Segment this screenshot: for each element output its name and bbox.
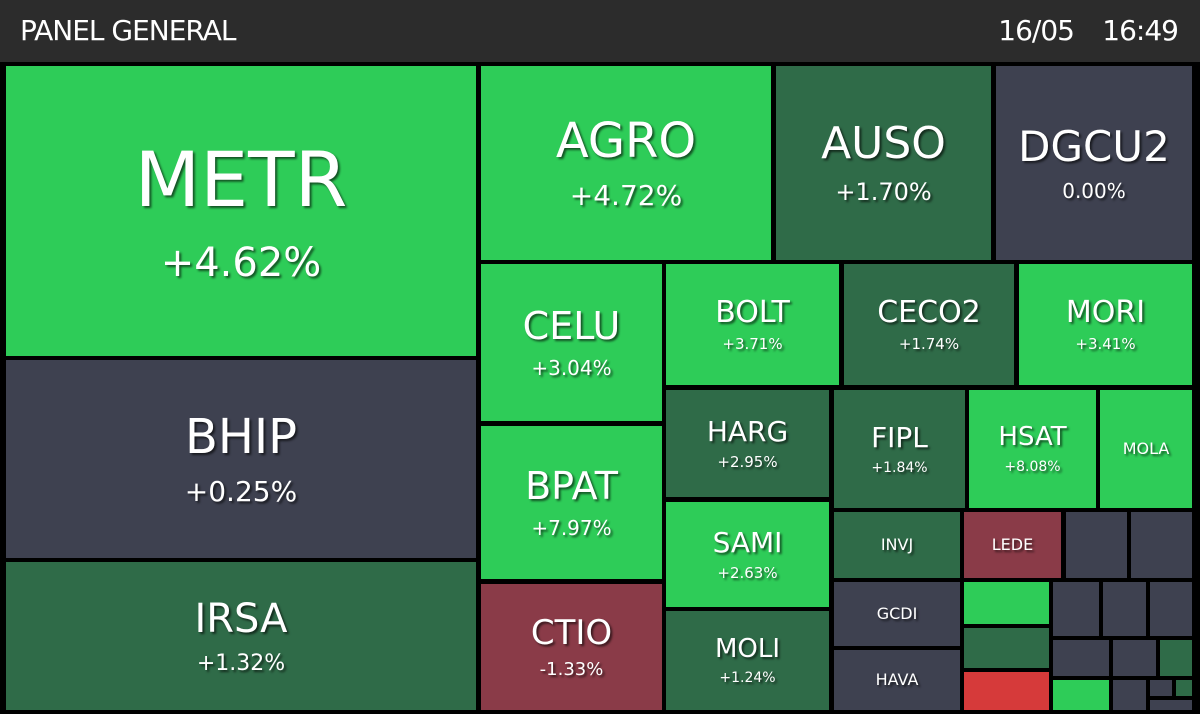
ticker: MORI — [1065, 294, 1146, 330]
stock-tile: AGRO +4.72% — [481, 66, 771, 260]
header: PANEL GENERAL 16/05 16:49 — [0, 0, 1200, 62]
stock-tile: HSAT +8.08% — [969, 390, 1096, 508]
small-tile — [1131, 512, 1192, 578]
small-tile — [1150, 582, 1192, 636]
ticker: CELU — [522, 304, 621, 349]
small-tile — [1150, 700, 1192, 710]
small-tile — [964, 628, 1049, 668]
stock-tile: GCDI — [834, 582, 960, 646]
ticker: CECO2 — [877, 294, 981, 330]
change: +8.08% — [1004, 458, 1061, 475]
ticker: GCDI — [876, 603, 918, 623]
stock-tile: HARG +2.95% — [666, 390, 829, 497]
stock-tile: CECO2 +1.74% — [844, 264, 1014, 385]
change: +1.84% — [871, 459, 928, 476]
change: +2.95% — [717, 452, 778, 471]
stock-tile: METR +4.62% — [6, 66, 476, 356]
stock-tile: IRSA +1.32% — [6, 562, 476, 710]
change: +4.72% — [569, 179, 683, 213]
change: 0.00% — [1062, 178, 1126, 203]
ticker: BPAT — [525, 464, 618, 509]
ticker: HAVA — [875, 669, 919, 689]
stock-tile: BOLT +3.71% — [666, 264, 839, 385]
change: +7.97% — [531, 515, 612, 540]
small-tile — [1053, 680, 1109, 710]
stock-tile: MOLA — [1100, 390, 1192, 508]
change: +4.62% — [160, 239, 322, 286]
ticker: AGRO — [555, 112, 697, 169]
ticker: FIPL — [871, 421, 928, 455]
change: +1.32% — [196, 650, 286, 676]
small-tile — [1053, 582, 1099, 636]
ticker: HARG — [706, 414, 789, 448]
change: -1.33% — [539, 658, 604, 680]
stock-tile: LEDE — [964, 512, 1061, 578]
ticker: LEDE — [991, 534, 1034, 554]
ticker: AUSO — [821, 118, 946, 170]
ticker: BHIP — [184, 408, 298, 465]
small-tile — [1150, 680, 1172, 696]
ticker: INVJ — [880, 534, 914, 554]
stock-tile: INVJ — [834, 512, 960, 578]
ticker: SAMI — [712, 525, 783, 559]
ticker: BOLT — [715, 294, 790, 330]
stock-tile: FIPL +1.84% — [834, 390, 965, 508]
ticker: IRSA — [194, 595, 288, 642]
ticker: HSAT — [998, 422, 1067, 453]
ticker: METR — [134, 135, 348, 225]
ticker: MOLA — [1122, 438, 1170, 458]
change: +3.04% — [531, 355, 612, 380]
stock-tile: BHIP +0.25% — [6, 360, 476, 558]
change: +1.24% — [719, 670, 776, 687]
stock-tile: CELU +3.04% — [481, 264, 662, 421]
small-tile — [1176, 680, 1192, 696]
ticker: DGCU2 — [1018, 122, 1170, 172]
stock-tile: HAVA — [834, 650, 960, 710]
stock-tile: MORI +3.41% — [1019, 264, 1192, 385]
ticker: CTIO — [530, 612, 613, 653]
change: +3.41% — [1075, 335, 1136, 354]
change: +2.63% — [717, 563, 778, 582]
small-tile — [964, 672, 1049, 710]
small-tile — [964, 582, 1049, 624]
small-tile — [1113, 640, 1156, 676]
stock-tile: MOLI +1.24% — [666, 611, 829, 710]
change: +3.71% — [722, 335, 783, 354]
change: +0.25% — [184, 475, 298, 509]
change: +1.70% — [835, 178, 932, 207]
ticker: MOLI — [714, 633, 781, 664]
panel-title: PANEL GENERAL — [20, 14, 236, 47]
stock-tile: DGCU2 0.00% — [996, 66, 1192, 260]
stock-tile: CTIO -1.33% — [481, 584, 662, 710]
change: +1.74% — [898, 335, 960, 354]
small-tile — [1066, 512, 1127, 578]
time: 16:49 — [1102, 14, 1179, 47]
small-tile — [1103, 582, 1146, 636]
small-tile — [1053, 640, 1109, 676]
stock-tile: AUSO +1.70% — [776, 66, 991, 260]
small-tile — [1160, 640, 1192, 676]
small-tile — [1113, 680, 1146, 710]
date: 16/05 — [998, 14, 1075, 47]
stock-tile: BPAT +7.97% — [481, 426, 662, 579]
stock-tile: SAMI +2.63% — [666, 502, 829, 607]
